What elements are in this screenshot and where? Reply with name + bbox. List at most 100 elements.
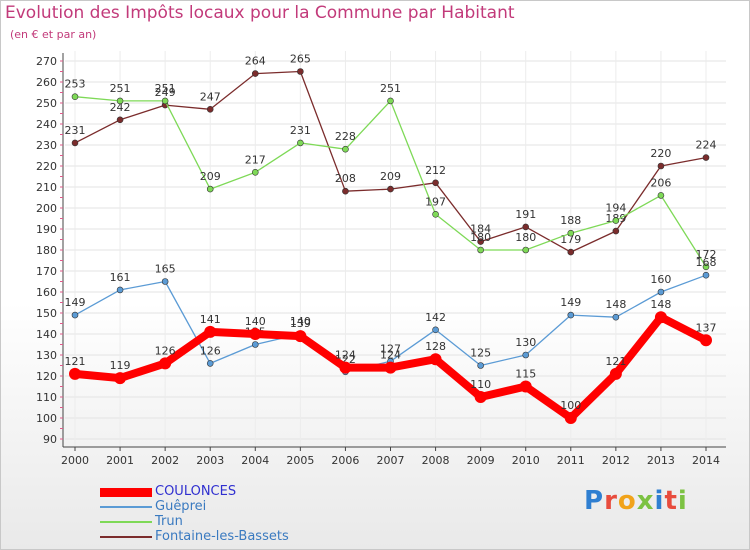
- y-tick-label: 230: [36, 139, 57, 152]
- data-point: [204, 325, 217, 338]
- y-tick-label: 190: [36, 223, 57, 236]
- x-tick-label: 2011: [557, 454, 585, 467]
- proxiti-logo: Proxiti: [584, 486, 688, 516]
- data-label: 172: [696, 248, 717, 261]
- y-tick-label: 200: [36, 202, 57, 215]
- data-point: [114, 372, 127, 385]
- data-point: [206, 106, 214, 113]
- data-point: [612, 313, 620, 321]
- data-label: 130: [515, 336, 536, 349]
- data-point: [249, 328, 262, 340]
- legend-swatch: [100, 487, 152, 497]
- data-label: 188: [560, 214, 581, 227]
- x-tick-label: 2006: [331, 454, 359, 467]
- legend-label: Fontaine-les-Bassets: [155, 529, 289, 544]
- data-point: [702, 154, 710, 161]
- data-label: 251: [380, 82, 401, 95]
- y-tick-label: 220: [36, 160, 57, 173]
- data-point: [387, 97, 394, 105]
- data-point: [429, 353, 442, 366]
- logo-letter: t: [664, 486, 678, 516]
- y-tick-label: 90: [43, 433, 57, 446]
- data-label: 247: [200, 90, 221, 103]
- y-tick-label: 240: [36, 118, 57, 131]
- y-tick-label: 110: [36, 391, 57, 404]
- data-label: 209: [380, 170, 401, 183]
- data-label: 142: [425, 311, 446, 324]
- data-label: 212: [425, 164, 446, 177]
- legend-swatch: [100, 521, 152, 523]
- data-point: [657, 192, 665, 199]
- data-label: 231: [290, 124, 311, 137]
- legend-label: COULONCES: [155, 484, 237, 499]
- y-tick-label: 120: [36, 370, 57, 383]
- data-point: [116, 286, 124, 294]
- data-point: [564, 412, 577, 424]
- data-point: [474, 391, 487, 403]
- data-label: 242: [110, 101, 131, 114]
- data-point: [702, 271, 710, 279]
- y-tick-label: 270: [36, 55, 57, 68]
- data-point: [477, 362, 484, 369]
- data-label: 139: [290, 317, 311, 330]
- x-tick-label: 2001: [106, 454, 134, 467]
- data-label: 253: [65, 78, 86, 91]
- logo-letter: r: [604, 486, 618, 516]
- data-point: [71, 311, 79, 319]
- data-label: 160: [650, 273, 671, 286]
- data-point: [432, 211, 439, 218]
- data-point: [567, 248, 575, 256]
- data-label: 149: [65, 296, 86, 309]
- data-label: 249: [155, 86, 176, 99]
- data-label: 124: [380, 349, 401, 362]
- legend-swatch: [100, 506, 152, 508]
- data-label: 184: [470, 223, 491, 236]
- data-point: [161, 97, 169, 105]
- data-label: 127: [380, 342, 401, 355]
- data-label: 228: [335, 130, 356, 143]
- y-tick-label: 250: [36, 97, 57, 110]
- data-point: [251, 169, 259, 176]
- data-point: [206, 185, 214, 193]
- legend-label: Trun: [155, 514, 183, 529]
- y-tick-label: 210: [36, 181, 57, 194]
- data-label: 165: [155, 263, 176, 276]
- data-label: 140: [245, 315, 266, 328]
- data-point: [657, 162, 665, 170]
- data-label: 119: [110, 359, 131, 372]
- data-label: 251: [155, 82, 176, 95]
- logo-letter: x: [636, 486, 655, 516]
- data-point: [702, 263, 710, 271]
- data-label: 149: [560, 296, 581, 309]
- x-tick-label: 2003: [196, 454, 224, 467]
- x-tick-label: 2004: [241, 454, 269, 467]
- y-tick-label: 260: [36, 76, 57, 89]
- data-point: [342, 145, 349, 153]
- data-point: [294, 330, 307, 343]
- logo-letter: o: [617, 486, 637, 516]
- legend-label: Guêprei: [155, 499, 207, 514]
- data-point: [657, 288, 665, 296]
- data-label: 124: [335, 349, 356, 362]
- data-label: 264: [245, 55, 266, 68]
- data-label: 100: [560, 399, 581, 412]
- data-label: 140: [290, 315, 311, 328]
- data-point: [522, 246, 530, 254]
- x-tick-label: 2012: [602, 454, 630, 467]
- data-label: 168: [696, 256, 717, 269]
- data-point: [342, 187, 349, 195]
- y-tick-label: 150: [36, 307, 57, 320]
- y-tick-label: 130: [36, 349, 57, 362]
- data-point: [116, 97, 124, 105]
- y-tick-label: 170: [36, 265, 57, 278]
- data-label: 194: [605, 202, 626, 215]
- data-point: [654, 311, 667, 324]
- data-label: 148: [605, 298, 626, 311]
- data-label: 220: [650, 147, 671, 160]
- x-tick-label: 2002: [151, 454, 179, 467]
- legend-swatch: [100, 536, 152, 538]
- data-label: 180: [515, 231, 536, 244]
- x-tick-label: 2014: [692, 454, 720, 467]
- data-point: [71, 93, 79, 100]
